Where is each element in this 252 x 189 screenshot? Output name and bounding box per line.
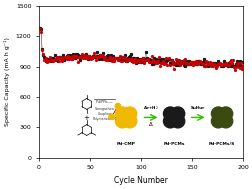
Y-axis label: Specific Capacity (mA h g⁻¹): Specific Capacity (mA h g⁻¹) [4,37,10,126]
X-axis label: Cycle Number: Cycle Number [114,176,167,185]
